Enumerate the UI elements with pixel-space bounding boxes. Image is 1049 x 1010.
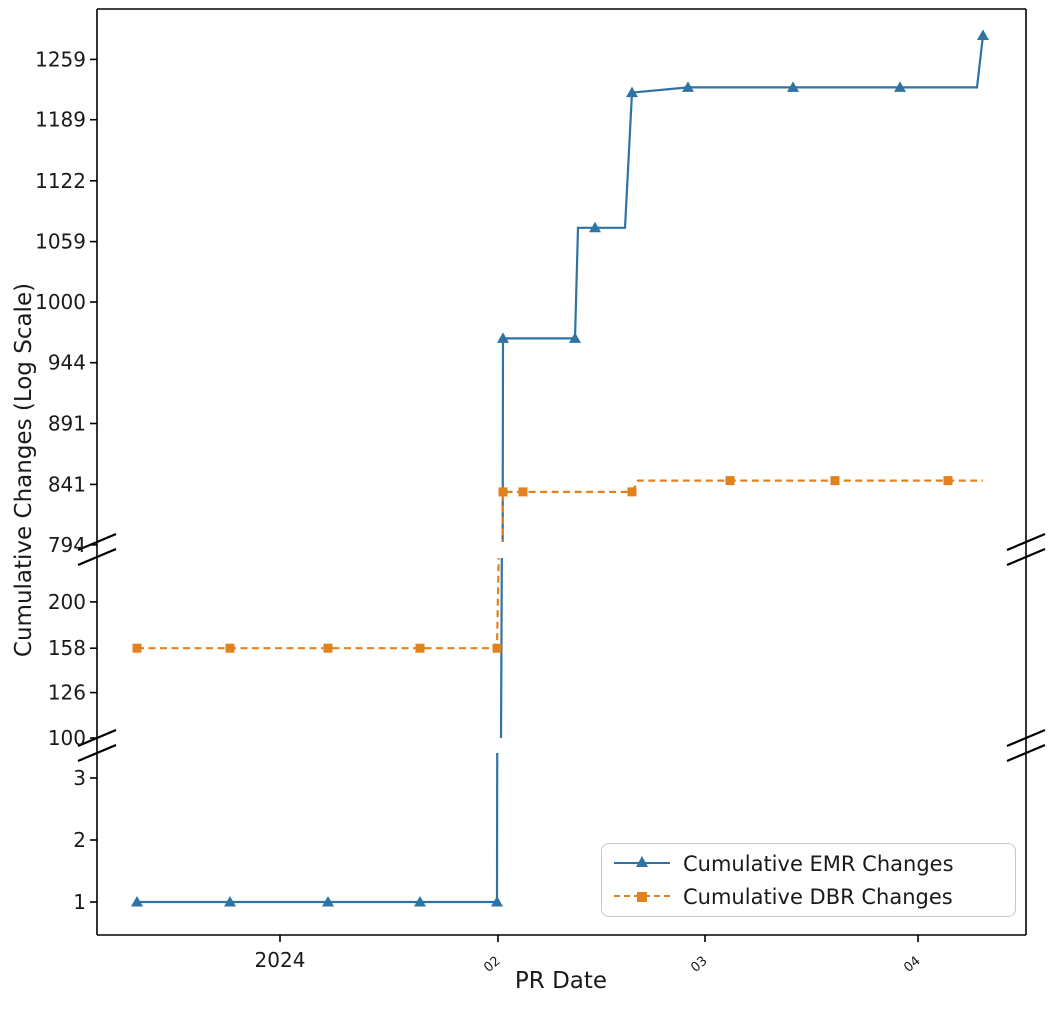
- y-tick-label: 3: [73, 766, 86, 790]
- y-axis-label: Cumulative Changes (Log Scale): [11, 282, 37, 658]
- panel-middle: [132, 558, 503, 738]
- x-axis-label: PR Date: [514, 968, 608, 994]
- axis-break-slash-icon: [77, 532, 117, 552]
- triangle-marker-icon: [894, 81, 906, 92]
- panel-bottom: [131, 753, 503, 907]
- triangle-marker-icon: [414, 896, 426, 907]
- square-marker-icon: [415, 643, 425, 653]
- triangle-marker-icon: [636, 855, 648, 867]
- square-marker-icon: [943, 476, 953, 486]
- y-tick-label: 944: [48, 351, 86, 375]
- y-tick-label: 2: [73, 828, 86, 852]
- triangle-marker-icon: [497, 332, 509, 343]
- y-tick-label: 1189: [35, 108, 86, 132]
- legend-label-dbr: Cumulative DBR Changes: [683, 884, 953, 909]
- legend-sample-dbr: [614, 890, 670, 904]
- y-tick-label: 1259: [35, 47, 86, 71]
- y-tick-label: 841: [48, 472, 86, 496]
- legend-sample-emr: [614, 855, 670, 871]
- y-tick-label: 794: [48, 533, 86, 557]
- square-marker-icon: [498, 487, 508, 497]
- square-marker-icon: [725, 476, 735, 486]
- axes-spines: [96, 8, 1027, 936]
- square-marker-icon: [323, 643, 333, 653]
- square-marker-icon: [492, 643, 502, 653]
- y-tick-label: 1059: [35, 230, 86, 254]
- series-line-emr: [501, 35, 985, 542]
- y-tick-label: 1000: [35, 290, 86, 314]
- triangle-marker-icon: [589, 221, 601, 233]
- triangle-marker-icon: [491, 896, 503, 907]
- axis-break-slash-icon: [1006, 743, 1046, 763]
- square-marker-icon: [132, 643, 142, 653]
- y-tick-label: 158: [48, 636, 86, 660]
- triangle-marker-icon: [626, 86, 638, 98]
- axis-break-slash-icon: [77, 547, 117, 567]
- legend: Cumulative EMR Changes Cumulative DBR Ch…: [601, 843, 1016, 917]
- y-tick-label: 1122: [35, 169, 86, 193]
- legend-item-emr: Cumulative EMR Changes: [614, 851, 1005, 877]
- triangle-marker-icon: [977, 29, 989, 40]
- triangle-marker-icon: [322, 896, 334, 907]
- square-marker-icon: [518, 487, 528, 497]
- triangle-marker-icon: [131, 896, 143, 907]
- triangle-marker-icon: [569, 332, 581, 343]
- y-tick-label: 200: [48, 590, 86, 614]
- axis-break-slash-icon: [1006, 728, 1046, 748]
- square-marker-icon: [830, 476, 840, 486]
- legend-item-dbr: Cumulative DBR Changes: [614, 884, 1005, 910]
- y-tick-label: 891: [48, 412, 86, 436]
- y-tick-label: 1: [73, 890, 86, 914]
- axis-break-slash-icon: [1006, 547, 1046, 567]
- square-marker-icon: [627, 487, 637, 497]
- axis-break-slash-icon: [77, 743, 117, 763]
- y-axis-ticks: 1259118911221059100094489184179420015812…: [35, 47, 97, 914]
- panel-top: [497, 29, 989, 542]
- square-marker-icon: [637, 891, 647, 902]
- triangle-marker-icon: [787, 81, 799, 92]
- axis-break-slash-icon: [1006, 532, 1046, 552]
- y-tick-label: 100: [48, 726, 86, 750]
- y-tick-label: 126: [48, 681, 86, 705]
- x-tick-label: 2024: [255, 948, 306, 972]
- triangle-marker-icon: [224, 896, 236, 907]
- series-line-emr: [137, 753, 499, 904]
- square-marker-icon: [225, 643, 235, 653]
- legend-label-emr: Cumulative EMR Changes: [683, 851, 954, 876]
- triangle-marker-icon: [682, 81, 694, 92]
